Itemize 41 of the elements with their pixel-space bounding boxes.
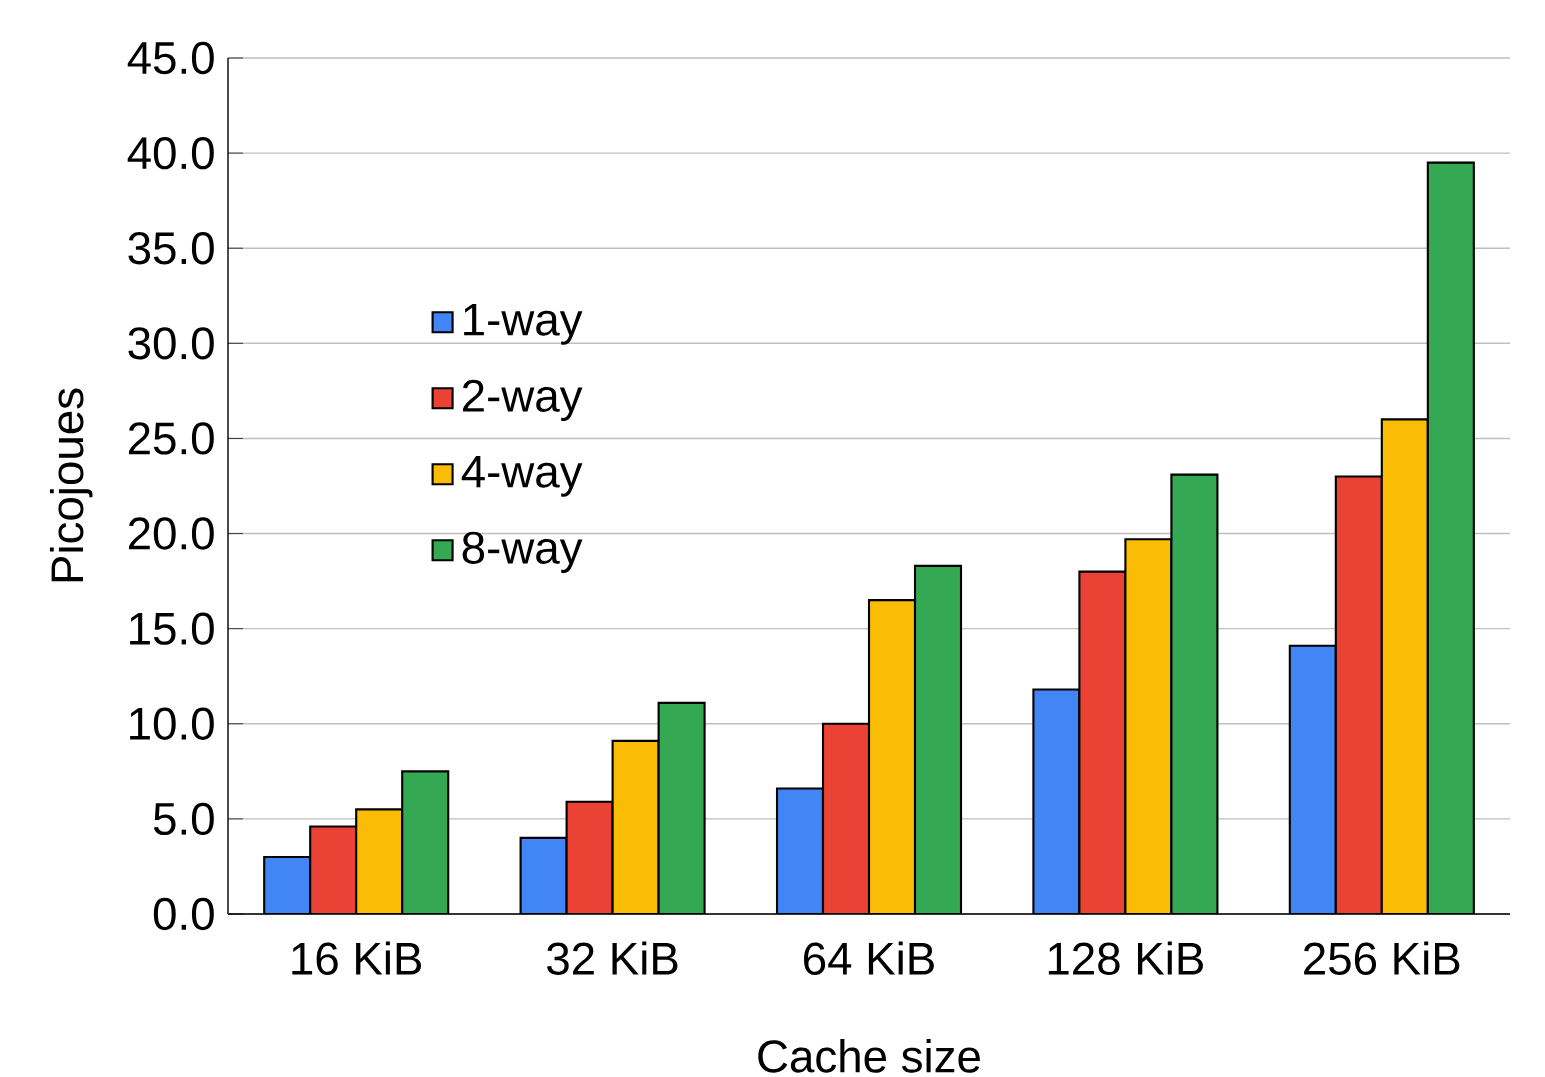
y-tick-label: 45.0 [127, 41, 214, 75]
bar [263, 855, 312, 914]
legend-label: 8-way [462, 531, 583, 574]
x-tick-label: 16 KiB [292, 941, 422, 975]
y-tick-label: 0.0 [153, 897, 214, 931]
bar [1078, 570, 1127, 914]
bar [1380, 418, 1429, 914]
y-tick-label: 20.0 [128, 517, 214, 550]
x-axis-title: Cache size [758, 1039, 980, 1073]
x-tick-label: 128 KiB [1048, 941, 1203, 975]
bar [355, 808, 404, 914]
x-tick-label: 64 KiB [804, 941, 934, 975]
bar [657, 701, 706, 914]
bar [867, 599, 917, 914]
bar [821, 722, 871, 914]
bar [1288, 644, 1337, 914]
bar [611, 739, 660, 914]
x-tick-label: 256 KiB [1304, 941, 1460, 975]
y-tick-label: 25.0 [128, 422, 214, 455]
bar [401, 770, 450, 914]
y-tick-label: 30.0 [128, 327, 214, 360]
bar [309, 825, 358, 914]
legend-label: 4-way [461, 455, 583, 497]
y-tick-label: 35.0 [128, 232, 214, 265]
bar [1032, 688, 1081, 914]
y-tick-label: 15.0 [130, 612, 214, 645]
bar [519, 836, 568, 914]
y-tick-label: 40.0 [127, 136, 214, 170]
bar [1334, 475, 1383, 914]
legend-label: 1-way [464, 303, 583, 345]
bar [775, 787, 825, 914]
bar [913, 564, 963, 914]
legend-label: 2-way [462, 379, 583, 422]
bar [1170, 473, 1219, 914]
bar [1426, 161, 1475, 914]
bar [1124, 538, 1173, 914]
x-tick-label: 32 KiB [547, 941, 678, 975]
y-tick-label: 5.0 [153, 802, 214, 836]
y-axis-title: Picojoues [49, 388, 93, 582]
bar [565, 800, 614, 914]
y-tick-label: 10.0 [130, 707, 214, 740]
